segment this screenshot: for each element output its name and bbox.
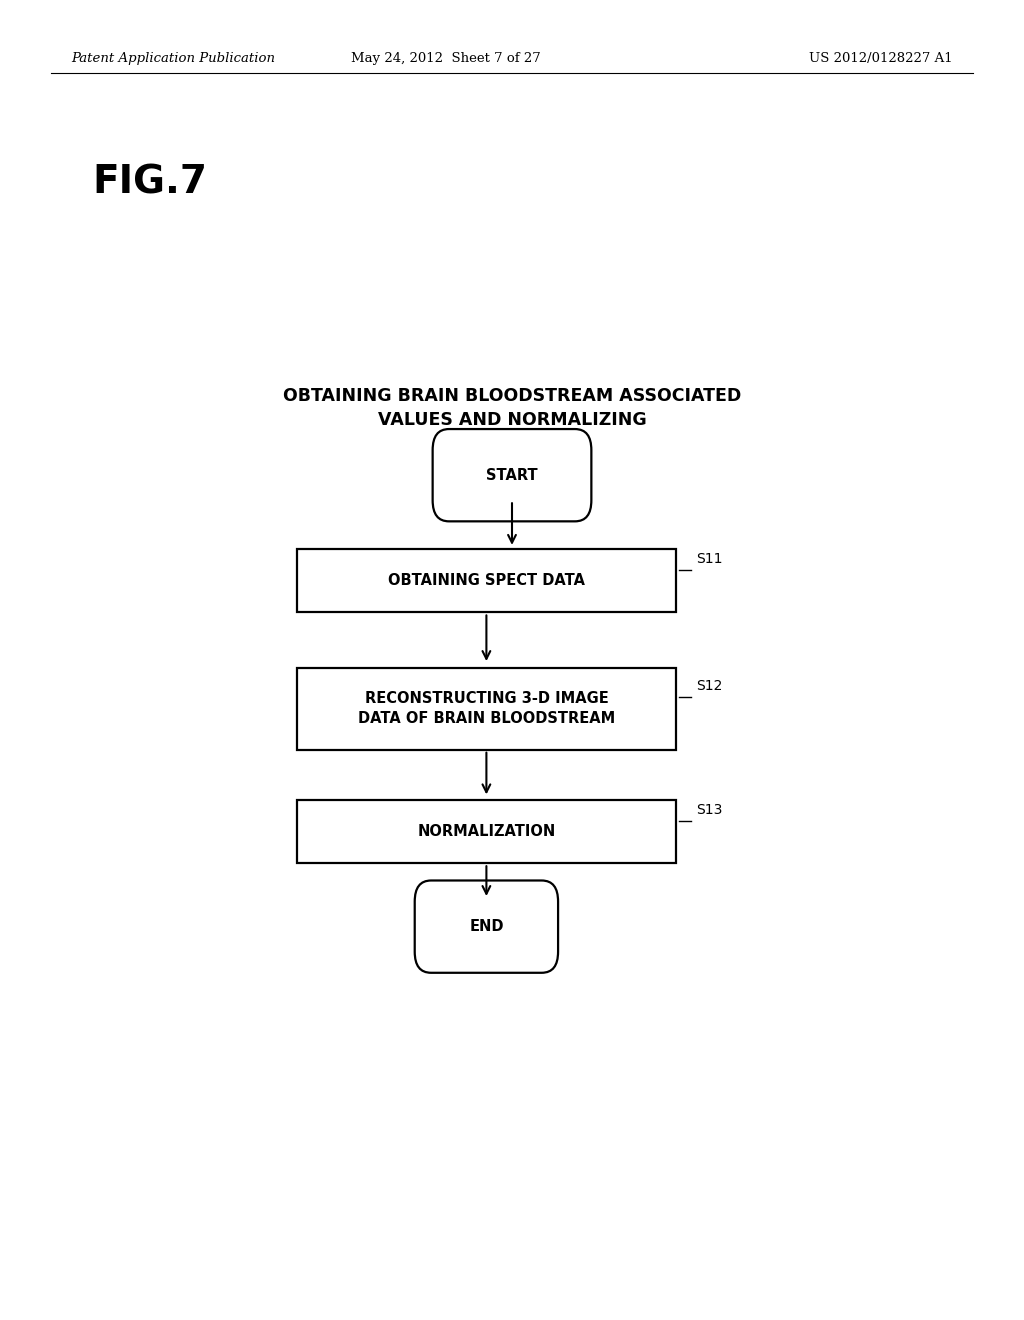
Text: S12: S12: [696, 678, 723, 693]
Text: S13: S13: [696, 803, 723, 817]
Text: S11: S11: [696, 552, 723, 566]
Text: VALUES AND NORMALIZING: VALUES AND NORMALIZING: [378, 411, 646, 429]
Bar: [297, 549, 676, 612]
Text: RECONSTRUCTING 3-D IMAGE
DATA OF BRAIN BLOODSTREAM: RECONSTRUCTING 3-D IMAGE DATA OF BRAIN B…: [357, 692, 615, 726]
Text: OBTAINING BRAIN BLOODSTREAM ASSOCIATED: OBTAINING BRAIN BLOODSTREAM ASSOCIATED: [283, 387, 741, 405]
Text: END: END: [469, 919, 504, 935]
FancyBboxPatch shape: [432, 429, 592, 521]
Bar: [297, 800, 676, 863]
Text: NORMALIZATION: NORMALIZATION: [417, 824, 556, 840]
Text: START: START: [486, 467, 538, 483]
Text: Patent Application Publication: Patent Application Publication: [72, 51, 275, 65]
Text: May 24, 2012  Sheet 7 of 27: May 24, 2012 Sheet 7 of 27: [350, 51, 541, 65]
Text: OBTAINING SPECT DATA: OBTAINING SPECT DATA: [388, 573, 585, 589]
Text: FIG.7: FIG.7: [92, 164, 207, 201]
FancyBboxPatch shape: [415, 880, 558, 973]
Bar: [297, 668, 676, 750]
Text: US 2012/0128227 A1: US 2012/0128227 A1: [809, 51, 952, 65]
